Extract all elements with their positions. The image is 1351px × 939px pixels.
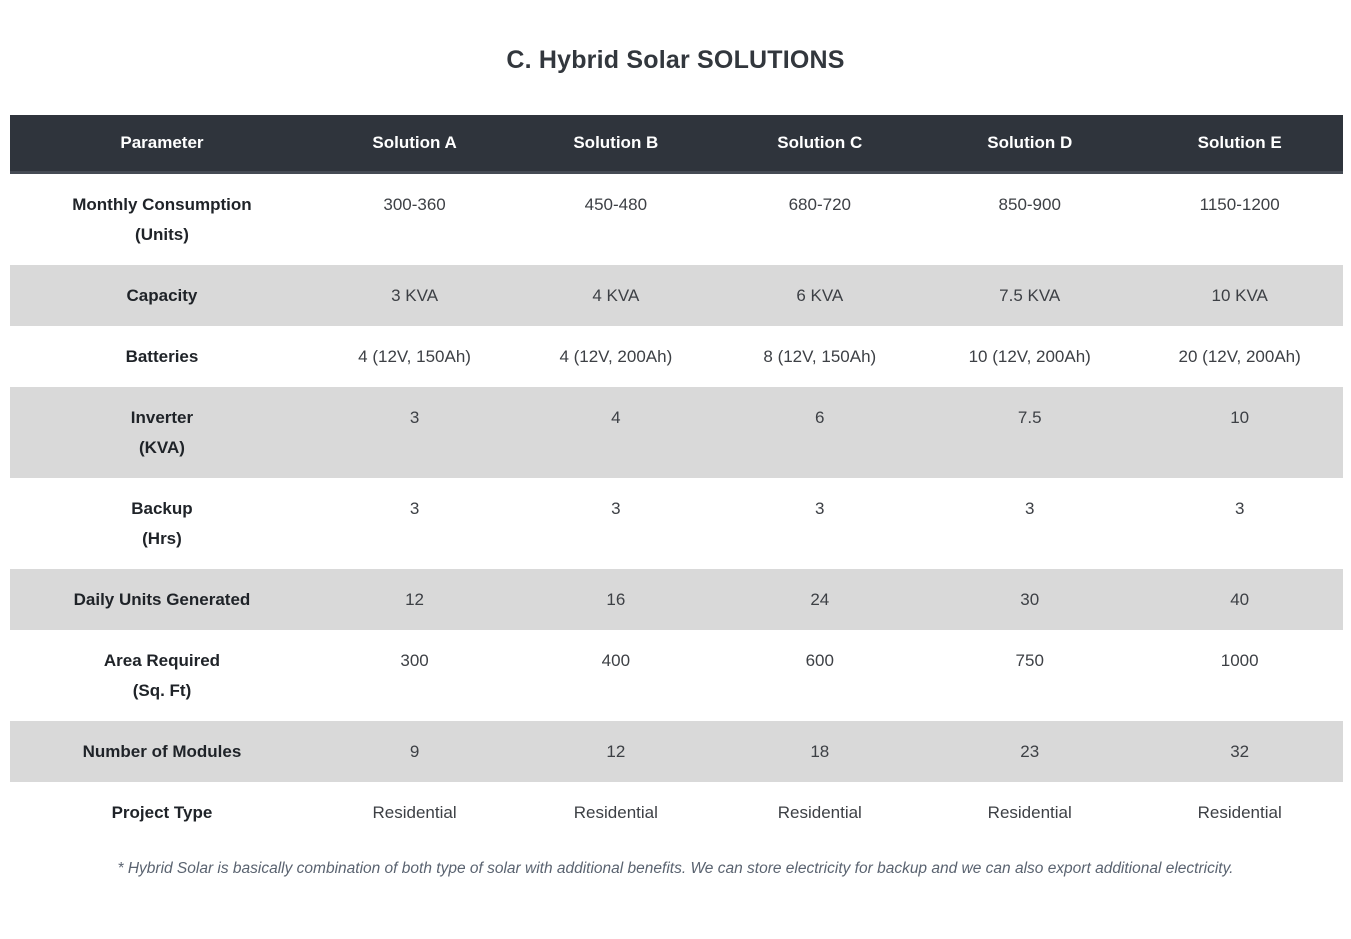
row-label-text: Batteries (125, 347, 199, 366)
table-cell: 3 (611, 499, 621, 518)
row-label: Backup (Hrs) (10, 478, 314, 569)
table-row-daily-units-generated: Daily Units Generated 12 16 24 30 40 (10, 569, 1343, 630)
footnote: * Hybrid Solar is basically combination … (117, 860, 1234, 877)
table-cell: Residential (987, 803, 1072, 822)
table-cell: 10 KVA (1211, 286, 1268, 305)
table-cell: 9 (409, 742, 420, 761)
table-cell: 4 (611, 408, 621, 427)
table-cell: 3 (1024, 499, 1035, 518)
table-cell: 300-360 (383, 195, 446, 214)
table-row-batteries: Batteries 4 (12V, 150Ah) 4 (12V, 200Ah) … (10, 326, 1343, 387)
row-label: Area Required (Sq. Ft) (10, 630, 314, 721)
row-label: Monthly Consumption (Units) (10, 173, 314, 266)
table-cell: 600 (805, 651, 834, 670)
row-label: Batteries (10, 326, 314, 387)
table-header-row: Parameter Solution A Solution B Solution… (10, 115, 1343, 174)
solutions-table: Parameter Solution A Solution B Solution… (10, 115, 1343, 843)
table-cell: 32 (1230, 742, 1250, 761)
table-row-backup: Backup (Hrs) 3 3 3 3 3 (10, 478, 1343, 569)
row-label-text: Capacity (126, 286, 198, 305)
row-label: Project Type (10, 782, 314, 843)
row-label-unit: (KVA) (138, 438, 185, 457)
table-cell: Residential (573, 803, 658, 822)
table-cell: Residential (1197, 803, 1282, 822)
row-label-text: Backup (131, 499, 193, 518)
table-cell: 3 (815, 499, 825, 518)
table-cell: 1150-1200 (1199, 195, 1280, 214)
column-header-solution-a: Solution A (313, 115, 516, 174)
column-header-solution-c: Solution C (716, 115, 924, 174)
table-cell: 12 (405, 590, 425, 609)
table-cell: 3 (409, 408, 420, 427)
row-label-text: Monthly Consumption (72, 195, 252, 214)
table-row-monthly-consumption: Monthly Consumption (Units) 300-360 450-… (10, 172, 1343, 266)
row-label: Daily Units Generated (10, 569, 314, 630)
row-label: Inverter (KVA) (10, 387, 314, 478)
table-cell: 4 (12V, 150Ah) (358, 347, 471, 366)
table-cell: 7.5 KVA (999, 286, 1061, 305)
table-cell: 10 (12V, 200Ah) (968, 347, 1091, 366)
row-label-text: Daily Units Generated (73, 590, 251, 609)
column-header-parameter: Parameter (10, 115, 314, 174)
table-cell: 3 (1234, 499, 1245, 518)
table-row-inverter: Inverter (KVA) 3 4 6 7.5 10 (10, 387, 1343, 478)
column-header-solution-d: Solution D (923, 115, 1137, 174)
table-cell: 40 (1230, 590, 1250, 609)
table-cell: 1000 (1220, 651, 1259, 670)
table-cell: 18 (810, 742, 830, 761)
table-cell: Residential (372, 803, 457, 822)
table-cell: 8 (12V, 150Ah) (763, 347, 877, 366)
table-cell: 4 KVA (592, 286, 640, 305)
column-header-solution-b: Solution B (515, 115, 717, 174)
row-label-text: Inverter (130, 408, 194, 427)
row-label-unit: (Units) (135, 225, 189, 244)
row-label-unit: (Hrs) (142, 529, 182, 548)
table-cell: 450-480 (584, 195, 648, 214)
row-label-text: Number of Modules (82, 742, 242, 761)
table-cell: 24 (810, 590, 830, 609)
table-cell: 300 (400, 651, 429, 670)
table-cell: 10 (1230, 408, 1250, 427)
table-row-number-of-modules: Number of Modules 9 12 18 23 32 (10, 721, 1343, 782)
table-cell: 12 (606, 742, 626, 761)
table-cell: 3 KVA (391, 286, 439, 305)
table-cell: 850-900 (998, 195, 1061, 214)
row-label: Capacity (10, 265, 314, 326)
row-label: Number of Modules (10, 721, 314, 782)
table-cell: 7.5 (1017, 408, 1042, 427)
table-cell: 400 (601, 651, 631, 670)
table-cell: 3 (409, 499, 420, 518)
row-label-text: Area Required (103, 651, 221, 670)
row-label-text: Project Type (111, 803, 213, 822)
table-cell: 4 (12V, 200Ah) (559, 347, 673, 366)
table-cell: 20 (12V, 200Ah) (1178, 347, 1301, 366)
page-title: C. Hybrid Solar SOLUTIONS (506, 46, 845, 74)
table-cell: 6 KVA (796, 286, 844, 305)
row-label-unit: (Sq. Ft) (132, 681, 192, 700)
table-row-project-type: Project Type Residential Residential Res… (10, 782, 1343, 843)
table-cell: 30 (1020, 590, 1040, 609)
table-cell: 6 (815, 408, 825, 427)
table-cell: Residential (777, 803, 862, 822)
table-cell: 23 (1020, 742, 1040, 761)
table-row-area-required: Area Required (Sq. Ft) 300 400 600 750 1… (10, 630, 1343, 721)
table-cell: 750 (1015, 651, 1044, 670)
column-header-solution-e: Solution E (1136, 115, 1343, 174)
table-cell: 16 (606, 590, 626, 609)
table-row-capacity: Capacity 3 KVA 4 KVA 6 KVA 7.5 KVA 10 KV… (10, 265, 1343, 326)
table-cell: 680-720 (788, 195, 851, 214)
